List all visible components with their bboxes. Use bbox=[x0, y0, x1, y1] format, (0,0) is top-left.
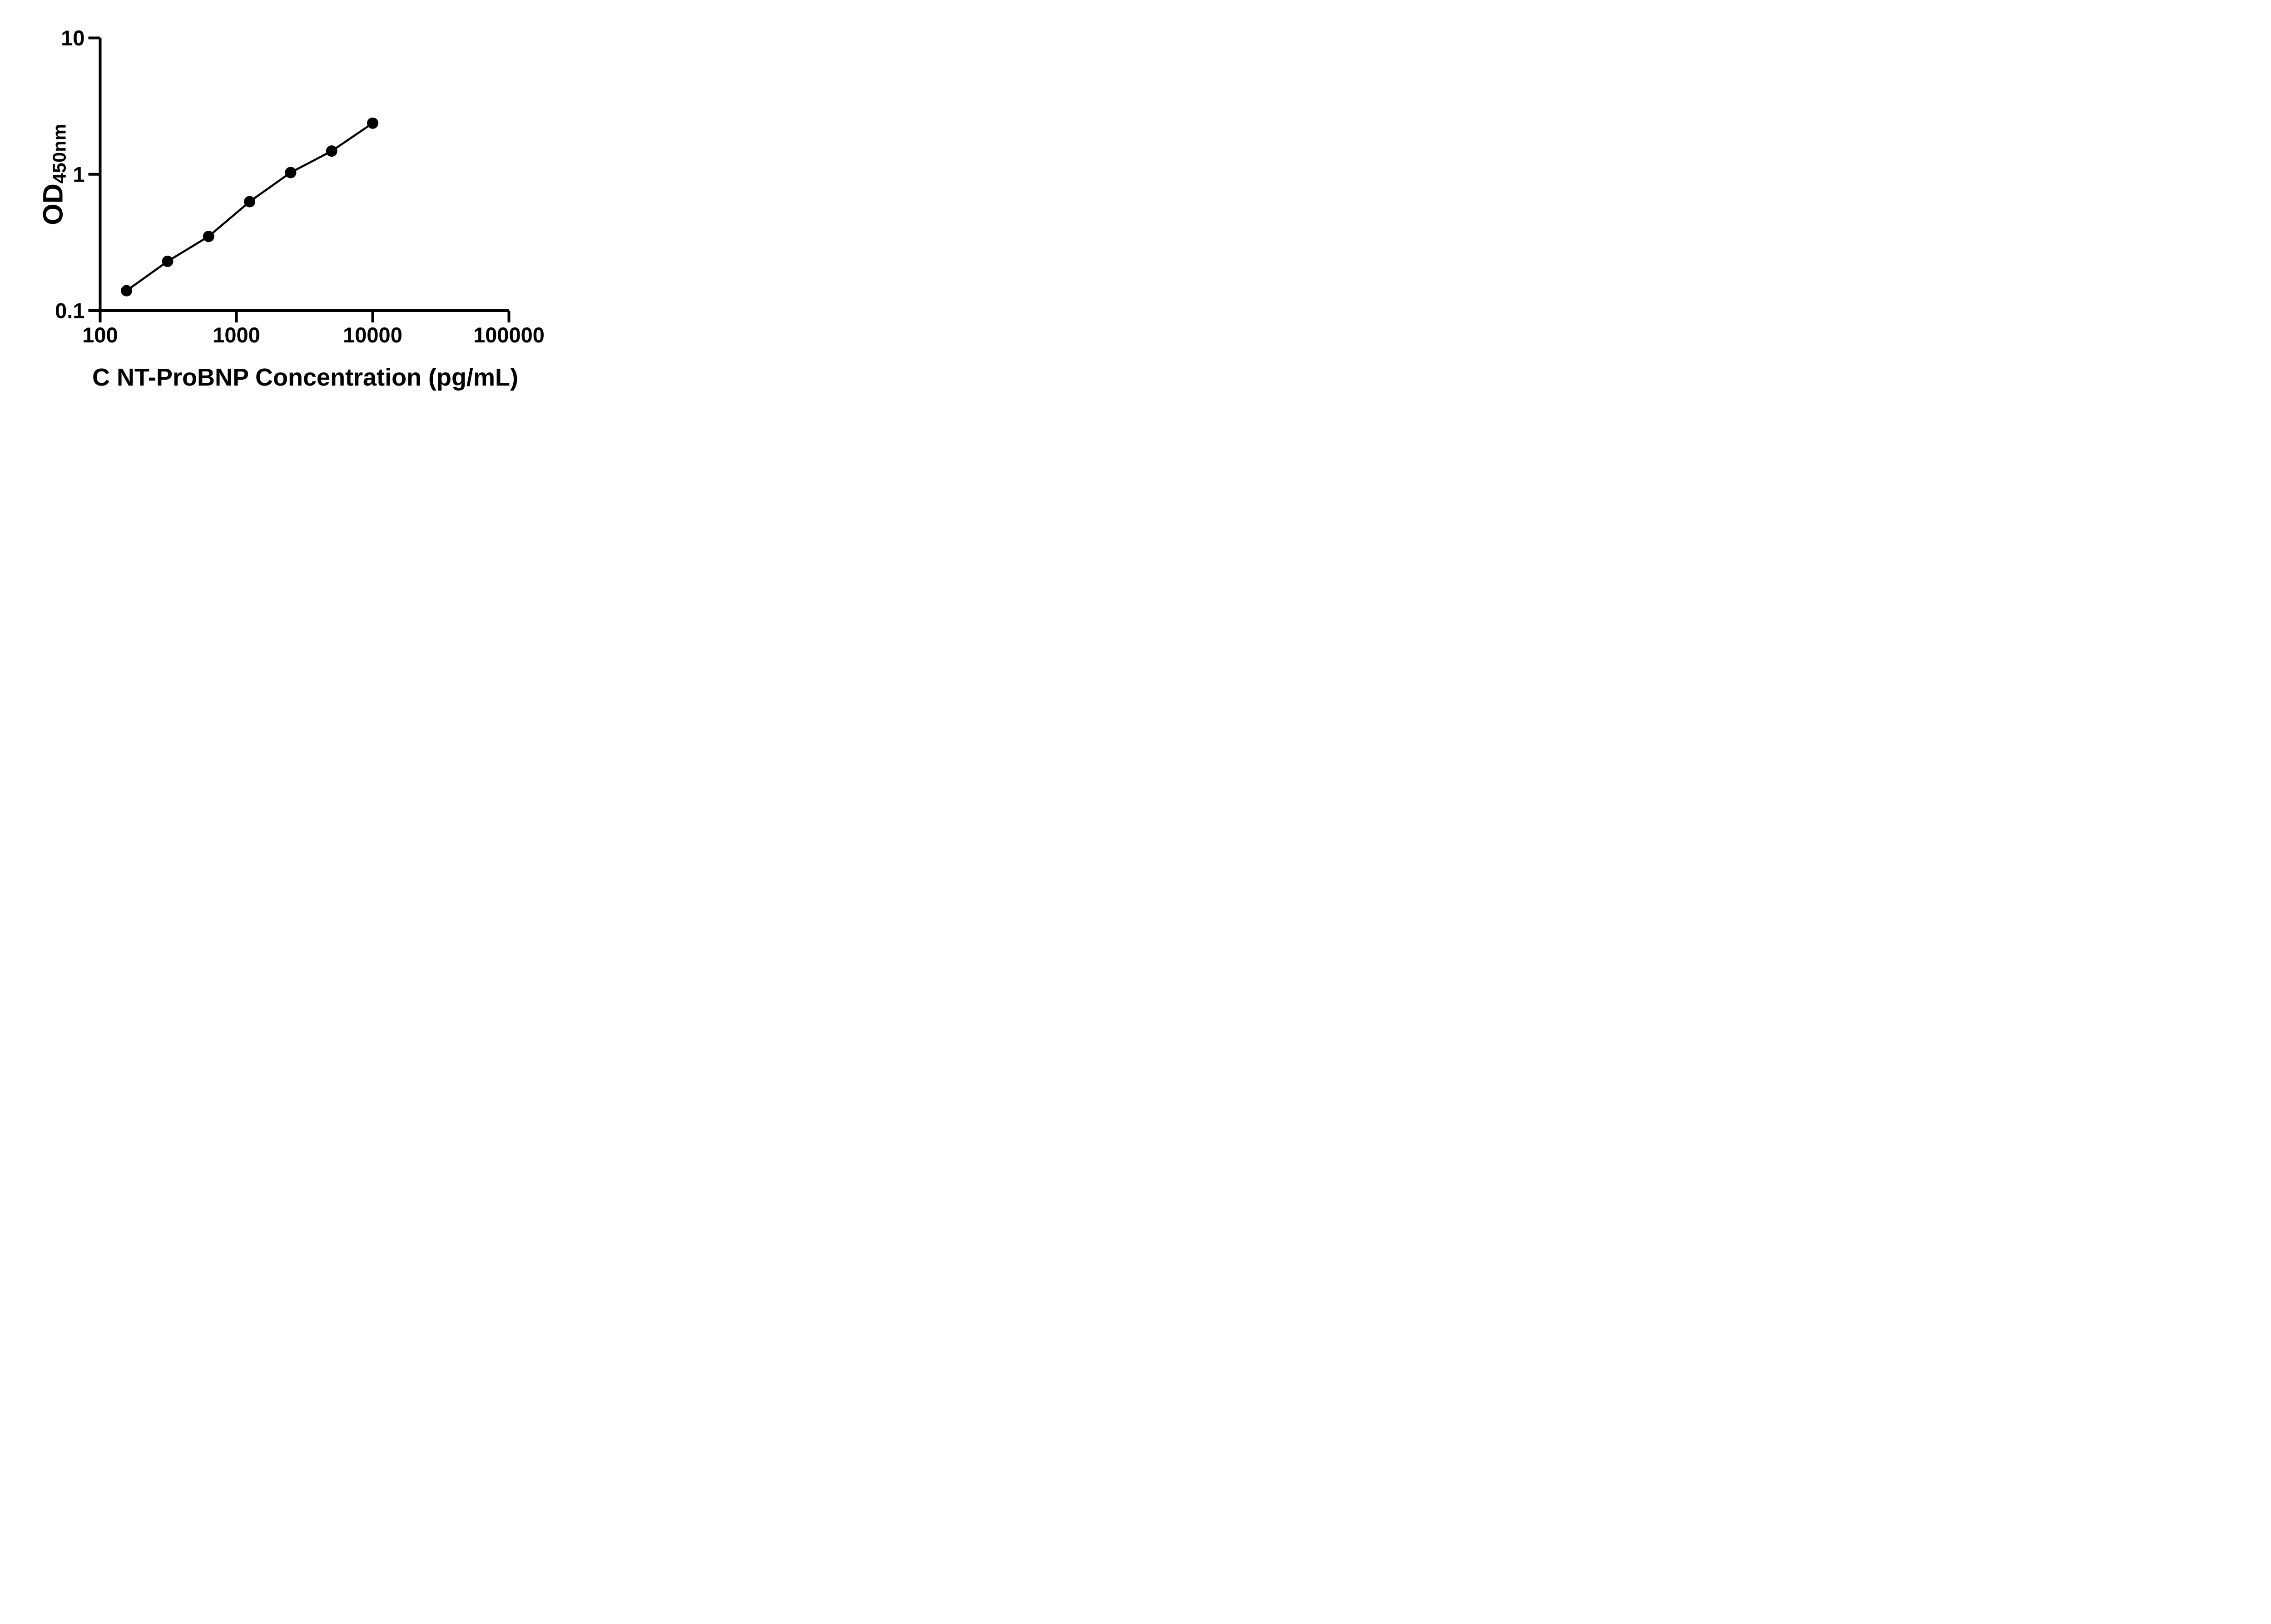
x-tick-label: 100000 bbox=[473, 323, 545, 347]
y-axis-title: OD450nm bbox=[37, 124, 70, 225]
y-axis-title-subscript: 450nm bbox=[49, 124, 70, 184]
axis-spine bbox=[99, 38, 509, 312]
data-point-marker bbox=[367, 117, 378, 129]
y-axis-title-main: OD bbox=[37, 183, 69, 225]
data-point-marker bbox=[203, 231, 214, 243]
y-tick-label: 10 bbox=[61, 26, 84, 50]
x-tick-label: 1000 bbox=[213, 323, 260, 347]
x-tick-label: 100 bbox=[82, 323, 118, 347]
y-tick-label: 1 bbox=[73, 162, 84, 186]
x-tick-label: 10000 bbox=[343, 323, 402, 347]
y-tick-label: 0.1 bbox=[55, 299, 84, 323]
x-axis-title: C NT-ProBNP Concentration (pg/mL) bbox=[92, 364, 518, 391]
data-point-marker bbox=[121, 285, 133, 297]
elisa-standard-curve-figure: 10 1 0.1 100 1000 10000 100000 OD450nm C NT-Pr… bbox=[0, 0, 572, 406]
data-point-marker bbox=[326, 145, 337, 157]
data-point-marker bbox=[285, 167, 297, 178]
data-point-marker bbox=[244, 196, 256, 208]
data-point-marker bbox=[162, 255, 174, 267]
